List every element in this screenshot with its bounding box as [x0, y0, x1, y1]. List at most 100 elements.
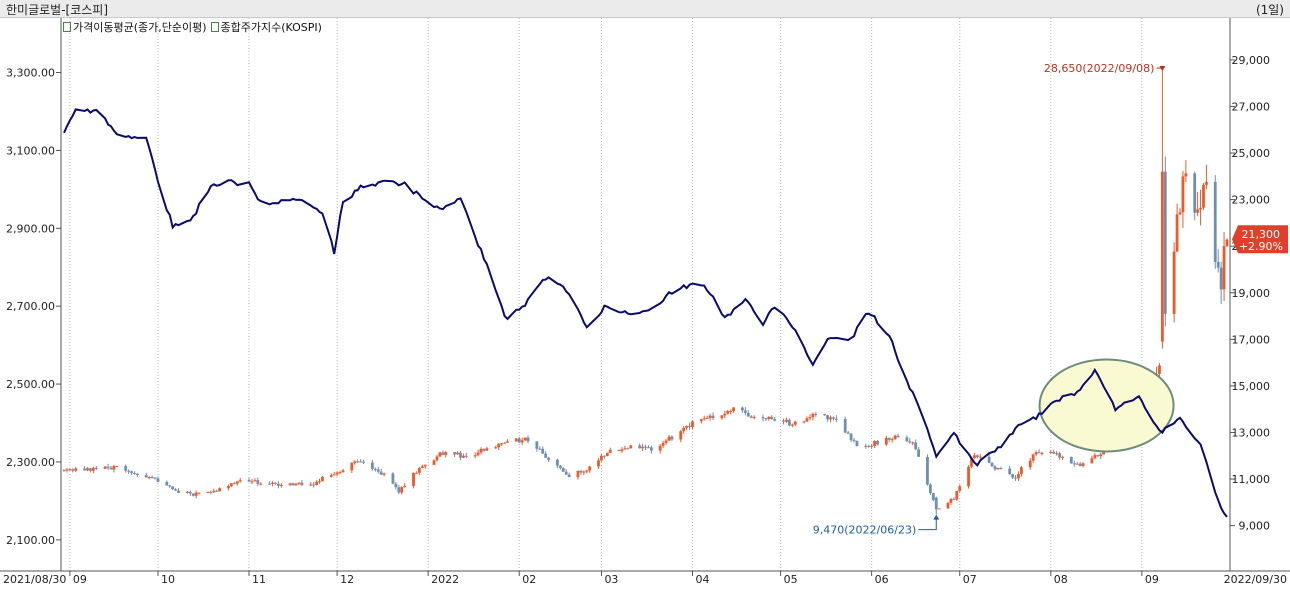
candle-up: [1172, 242, 1176, 323]
candle-body: [250, 481, 254, 483]
candle-body: [520, 440, 524, 443]
candle-body: [767, 416, 771, 420]
candle-down: [71, 468, 75, 473]
candle-body: [1222, 246, 1226, 290]
candle-down: [215, 489, 219, 492]
candle-body: [1034, 452, 1038, 455]
candle-down: [649, 445, 653, 454]
legend-item-moving-average[interactable]: 가격이동평균(종가,단순이평): [63, 19, 207, 35]
candle-down: [782, 418, 785, 425]
candle-body: [153, 477, 157, 479]
candle-body: [68, 469, 72, 471]
candle-up: [294, 482, 298, 486]
candle-up: [785, 417, 788, 424]
legend-marker-icon: [210, 22, 219, 32]
period-label[interactable]: (1일): [1255, 3, 1284, 17]
candle-body: [788, 419, 791, 426]
candle-up: [318, 478, 321, 484]
candle-down: [849, 432, 853, 442]
candle-body: [870, 445, 874, 447]
candle-down: [300, 480, 304, 486]
candle-down: [109, 466, 113, 470]
candle-body: [588, 466, 592, 471]
candle-up: [685, 425, 689, 430]
legend-item-kospi[interactable]: 종합주가지수(KOSPI): [210, 19, 322, 35]
candle-up: [802, 420, 806, 424]
candle-body: [1213, 181, 1217, 262]
candle-body: [720, 415, 724, 419]
candle-body: [555, 459, 559, 466]
candle-body: [1014, 477, 1017, 479]
candle-down: [1216, 249, 1220, 273]
candle-up: [723, 410, 727, 419]
candle-down: [1069, 456, 1073, 464]
candle-body: [752, 417, 756, 419]
x-tick-label: 06: [875, 573, 889, 586]
candle-body: [884, 437, 888, 445]
candle-up: [955, 490, 959, 501]
candle-up: [259, 482, 263, 486]
candle-down: [359, 459, 363, 463]
candle-down: [764, 417, 768, 421]
candle-body: [567, 474, 571, 478]
candle-up: [65, 467, 69, 473]
candle-down: [987, 453, 991, 464]
x-tick-label: 2022: [431, 573, 459, 586]
candle-up: [197, 492, 201, 495]
date-axis: 09 10 11 12 2022 02 03 04 05 06 07 08 09 2021/08/30 20…: [3, 571, 1287, 586]
candle-body: [867, 445, 871, 447]
candle-body: [288, 483, 292, 485]
candlestick-series: [62, 68, 1229, 515]
candle-body: [808, 417, 812, 419]
candle-body: [641, 446, 644, 449]
candle-body: [926, 456, 929, 485]
candle-up: [588, 465, 592, 473]
candle-down: [1008, 465, 1012, 475]
candle-body: [729, 410, 733, 412]
x-tick-label: 03: [604, 573, 618, 586]
candle-up: [937, 508, 941, 510]
candle-up: [682, 425, 686, 434]
candle-body: [315, 481, 318, 485]
candle-body: [576, 470, 580, 478]
high-low-markers: 28,650(2022/09/08) 9,470(2022/06/23): [813, 62, 1166, 537]
candle-up: [732, 406, 736, 414]
x-tick-label: 11: [252, 573, 266, 586]
candle-body: [829, 417, 832, 420]
candle-down: [89, 467, 92, 473]
candle-up: [978, 453, 982, 460]
candle-up: [253, 478, 257, 482]
candle-up: [350, 462, 354, 474]
candle-body: [685, 425, 689, 428]
candle-body: [127, 470, 131, 472]
candle-down: [144, 472, 148, 478]
candle-up: [702, 415, 706, 421]
candle-body: [629, 445, 633, 449]
candle-down: [626, 447, 630, 450]
candle-up: [212, 488, 216, 494]
candle-up: [103, 466, 107, 470]
candle-body: [503, 442, 506, 444]
candle-body: [702, 418, 706, 420]
candle-up: [893, 434, 897, 440]
candle-up: [194, 490, 198, 499]
candle-down: [291, 482, 295, 486]
candle-down: [391, 472, 395, 485]
candle-body: [770, 416, 774, 420]
candle-body: [206, 491, 210, 493]
candle-down: [482, 448, 486, 452]
candle-body: [849, 433, 853, 441]
candle-body: [268, 483, 271, 485]
candle-body: [1181, 176, 1185, 213]
candle-body: [312, 484, 316, 486]
candle-up: [720, 415, 724, 420]
candle-body: [230, 483, 233, 487]
candle-body: [350, 462, 354, 471]
y-left-tick-label: 3,300.00: [6, 67, 55, 80]
candle-body: [723, 413, 727, 416]
y-left-tick-label: 3,100.00: [6, 144, 55, 157]
candle-body: [1008, 468, 1012, 475]
candle-body: [823, 414, 827, 416]
candle-body: [541, 448, 545, 454]
